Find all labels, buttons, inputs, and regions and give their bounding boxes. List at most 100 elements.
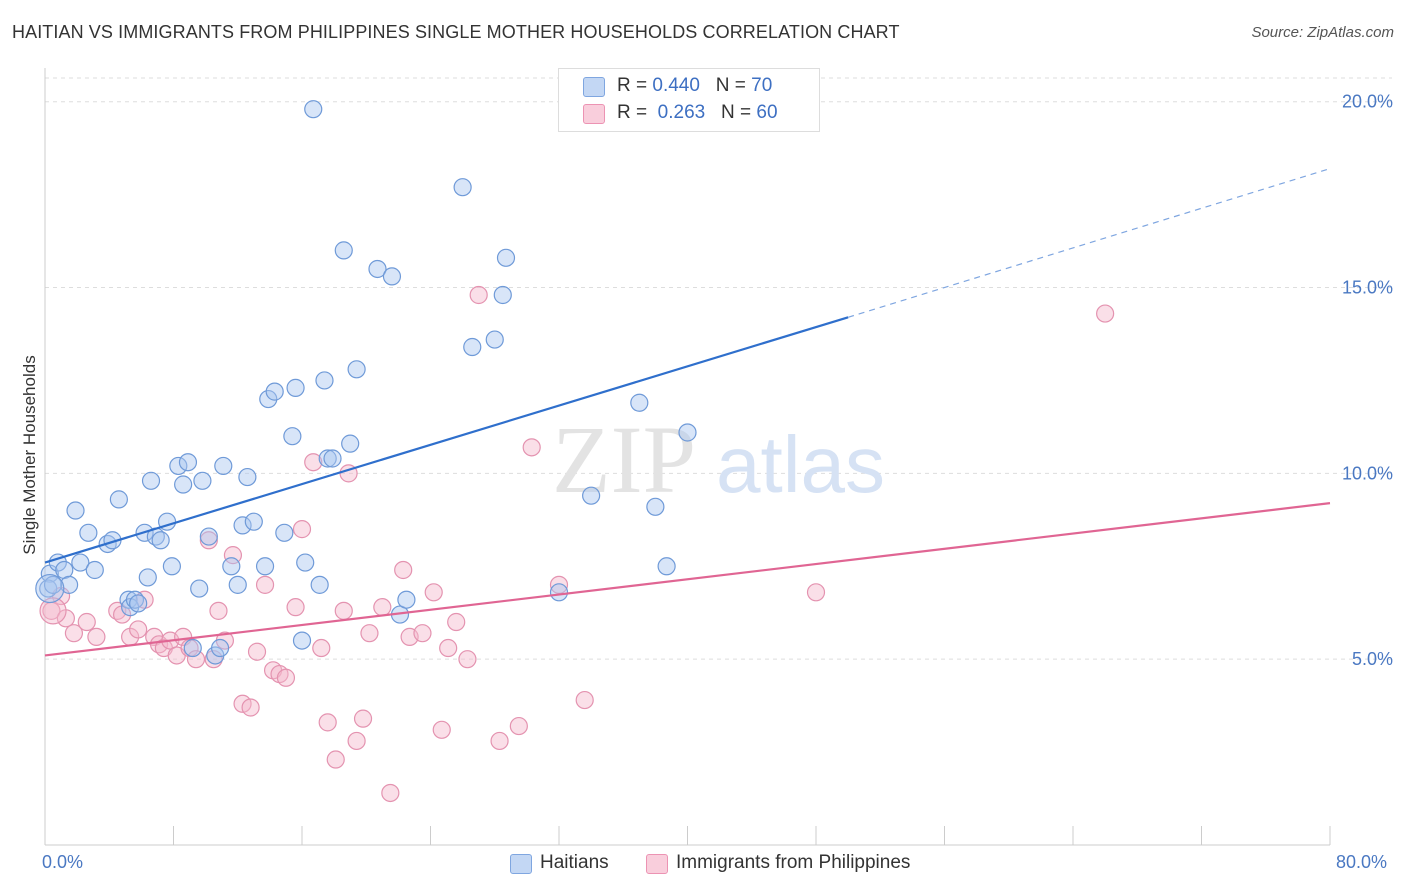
haitians-point bbox=[341, 434, 360, 453]
chart-title: HAITIAN VS IMMIGRANTS FROM PHILIPPINES S… bbox=[12, 22, 900, 42]
haitians-point bbox=[233, 516, 252, 535]
haitians-point bbox=[255, 557, 275, 576]
philippines-point bbox=[394, 560, 413, 580]
haitians-point bbox=[214, 456, 233, 476]
haitians-point bbox=[199, 527, 218, 546]
haitians-trend-line bbox=[44, 316, 849, 564]
haitians-point bbox=[496, 248, 516, 267]
philippines-point bbox=[469, 285, 488, 305]
haitians-point bbox=[493, 285, 512, 305]
philippines-point bbox=[326, 750, 345, 769]
philippines-point bbox=[39, 597, 67, 625]
philippines-point bbox=[347, 731, 366, 751]
haitians-point bbox=[453, 178, 472, 197]
philippines-point bbox=[373, 598, 392, 617]
haitians-point bbox=[66, 501, 85, 520]
watermark: ZIP atlas bbox=[552, 406, 885, 513]
philippines-point bbox=[304, 453, 323, 472]
haitians-point bbox=[169, 456, 188, 476]
haitians-point bbox=[315, 371, 334, 390]
haitians-point bbox=[283, 427, 302, 446]
philippines-point bbox=[458, 650, 477, 669]
legend-swatch-blue bbox=[583, 77, 605, 97]
haitians-point bbox=[222, 557, 241, 576]
haitians-point bbox=[630, 393, 649, 412]
haitians-point bbox=[292, 631, 312, 650]
philippines-point bbox=[413, 624, 432, 643]
legend-r-label: R = bbox=[617, 102, 653, 123]
legend-n-value: 60 bbox=[756, 102, 778, 123]
haitians-point bbox=[85, 560, 104, 580]
haitians-point bbox=[193, 471, 212, 490]
haitians-point bbox=[109, 490, 128, 509]
philippines-point bbox=[292, 520, 312, 539]
haitians-point bbox=[138, 568, 157, 587]
legend-n-label: N = bbox=[715, 75, 752, 96]
philippines-point bbox=[509, 716, 528, 736]
philippines-point bbox=[241, 698, 260, 717]
trend-lines bbox=[44, 168, 1331, 657]
philippines-point bbox=[334, 601, 353, 620]
philippines-point bbox=[360, 624, 379, 643]
haitians-point bbox=[119, 590, 138, 609]
philippines-point bbox=[312, 638, 331, 658]
philippines-point bbox=[549, 575, 569, 594]
legend-swatch-pink bbox=[583, 104, 605, 124]
haitians-point bbox=[463, 337, 482, 357]
philippines-points bbox=[39, 285, 1115, 803]
y-tick-label: 5.0% bbox=[1352, 649, 1393, 669]
philippines-point bbox=[209, 601, 228, 620]
haitians-point bbox=[35, 573, 65, 604]
philippines-point bbox=[318, 713, 337, 732]
philippines-point bbox=[424, 583, 443, 602]
philippines-trend-line bbox=[44, 502, 1331, 657]
bottom-legend-swatch-blue bbox=[510, 854, 532, 874]
haitians-point bbox=[485, 330, 504, 349]
haitians-point bbox=[368, 259, 387, 279]
watermark-atlas: atlas bbox=[716, 420, 885, 509]
philippines-point bbox=[575, 690, 594, 710]
haitians-point bbox=[646, 497, 665, 516]
haitians-point bbox=[334, 241, 353, 260]
philippines-point bbox=[806, 583, 826, 602]
haitians-point bbox=[210, 638, 230, 658]
bottom-legend-philippines-label: Immigrants from Philippines bbox=[676, 852, 911, 873]
haitians-point bbox=[275, 523, 294, 542]
haitians-point bbox=[259, 389, 278, 409]
watermark-zip: ZIP bbox=[552, 406, 696, 513]
gridlines bbox=[45, 77, 1392, 660]
correlation-legend: R = 0.440 N = 70 R = 0.263 N = 60 bbox=[558, 68, 820, 132]
philippines-point bbox=[129, 620, 148, 639]
philippines-point bbox=[522, 438, 541, 457]
haitians-point bbox=[129, 594, 148, 613]
y-tick-labels: 5.0% 10.0% 15.0% 20.0% bbox=[1342, 92, 1393, 669]
haitians-trend-extension bbox=[847, 168, 1331, 318]
haitians-point bbox=[79, 523, 98, 542]
haitians-point bbox=[286, 378, 305, 397]
philippines-point bbox=[286, 598, 305, 617]
philippines-point bbox=[276, 668, 296, 687]
x-tick-max: 80.0% bbox=[1336, 852, 1388, 872]
bottom-legend-haitians-label: Haitians bbox=[540, 852, 609, 873]
y-axis-label: Single Mother Households bbox=[20, 355, 39, 555]
haitians-point bbox=[347, 360, 366, 379]
philippines-point bbox=[490, 731, 509, 751]
haitians-point bbox=[238, 467, 257, 487]
haitians-point bbox=[190, 579, 209, 598]
y-tick-label: 20.0% bbox=[1342, 92, 1393, 112]
bottom-legend-swatch-pink bbox=[646, 854, 668, 874]
philippines-point bbox=[64, 624, 84, 643]
y-tick-label: 15.0% bbox=[1342, 278, 1393, 298]
philippines-point bbox=[247, 642, 267, 661]
philippines-point bbox=[255, 575, 275, 594]
axes bbox=[44, 68, 1331, 846]
legend-r-value: 0.440 bbox=[652, 75, 700, 96]
legend-r-value: 0.263 bbox=[657, 102, 706, 123]
haitians-point bbox=[657, 557, 676, 576]
haitians-point bbox=[318, 449, 337, 468]
haitians-point bbox=[59, 575, 79, 594]
philippines-point bbox=[77, 612, 96, 632]
legend-n-value: 70 bbox=[751, 75, 773, 96]
haitians-point bbox=[183, 638, 202, 658]
